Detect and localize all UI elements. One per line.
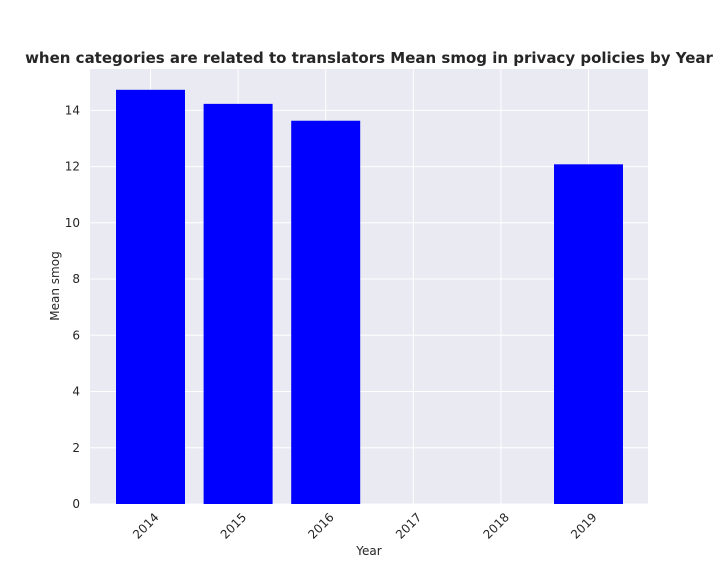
bars xyxy=(116,89,623,505)
bar-2015 xyxy=(203,103,273,504)
y-tick-label: 6 xyxy=(72,328,80,342)
x-tick-label: 2017 xyxy=(393,510,424,541)
y-tick-label: 12 xyxy=(65,160,80,174)
x-tick-label: 2015 xyxy=(218,510,249,541)
bar-2019 xyxy=(554,164,623,504)
x-axis-ticks: 2014 2015 2016 2017 2018 2019 xyxy=(130,510,599,541)
x-axis-label: Year xyxy=(355,544,381,558)
x-tick-label: 2019 xyxy=(568,510,599,541)
y-tick-label: 4 xyxy=(72,385,80,399)
y-tick-label: 8 xyxy=(72,272,80,286)
y-axis-ticks: 0 2 4 6 8 10 12 14 xyxy=(65,103,80,511)
y-tick-label: 14 xyxy=(65,103,80,117)
x-tick-label: 2018 xyxy=(481,510,512,541)
chart-title: when categories are related to translato… xyxy=(25,49,713,67)
y-tick-label: 10 xyxy=(65,216,80,230)
x-tick-label: 2014 xyxy=(130,510,161,541)
y-tick-label: 2 xyxy=(72,441,80,455)
y-axis-label: Mean smog xyxy=(48,251,62,320)
y-tick-label: 0 xyxy=(72,497,80,511)
x-tick-label: 2016 xyxy=(305,510,336,541)
bar-2016 xyxy=(291,120,361,505)
bar-2014 xyxy=(116,89,185,504)
